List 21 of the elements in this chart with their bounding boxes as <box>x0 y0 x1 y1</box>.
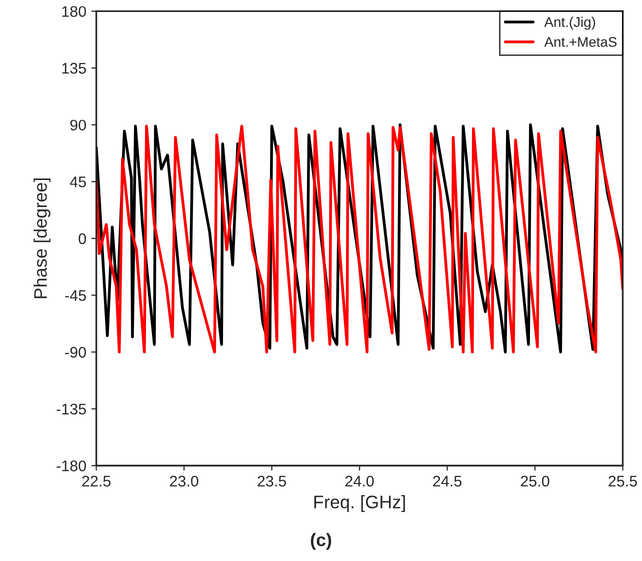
y-tick-label: -135 <box>56 404 86 415</box>
legend-label: Ant.+MetaS <box>544 37 617 47</box>
legend-label: Ant.(Jig) <box>544 16 596 30</box>
y-tick-label: 0 <box>78 233 86 244</box>
y-tick-label: -45 <box>65 290 86 301</box>
x-tick-label: 25.5 <box>608 476 637 487</box>
y-tick-label: 45 <box>70 176 86 188</box>
x-tick-label: 22.5 <box>82 476 111 487</box>
x-axis-title: Freq. [GHz] <box>314 495 405 512</box>
y-tick-label: 135 <box>62 62 86 74</box>
x-tick-label: 25.0 <box>520 476 550 487</box>
text: (c) <box>310 532 332 550</box>
y-tick-label: -90 <box>65 346 86 358</box>
y-tick-label: 180 <box>62 6 86 17</box>
y-axis-title: Phase [degree] <box>34 178 50 298</box>
x-tick-label: 24.0 <box>345 476 374 487</box>
x-tick-label: 24.5 <box>433 476 462 487</box>
x-tick-label: 23.5 <box>258 476 286 487</box>
x-tick-label: 23.0 <box>170 476 198 487</box>
y-tick-label: 90 <box>70 120 86 131</box>
y-tick-label: -180 <box>56 460 86 472</box>
